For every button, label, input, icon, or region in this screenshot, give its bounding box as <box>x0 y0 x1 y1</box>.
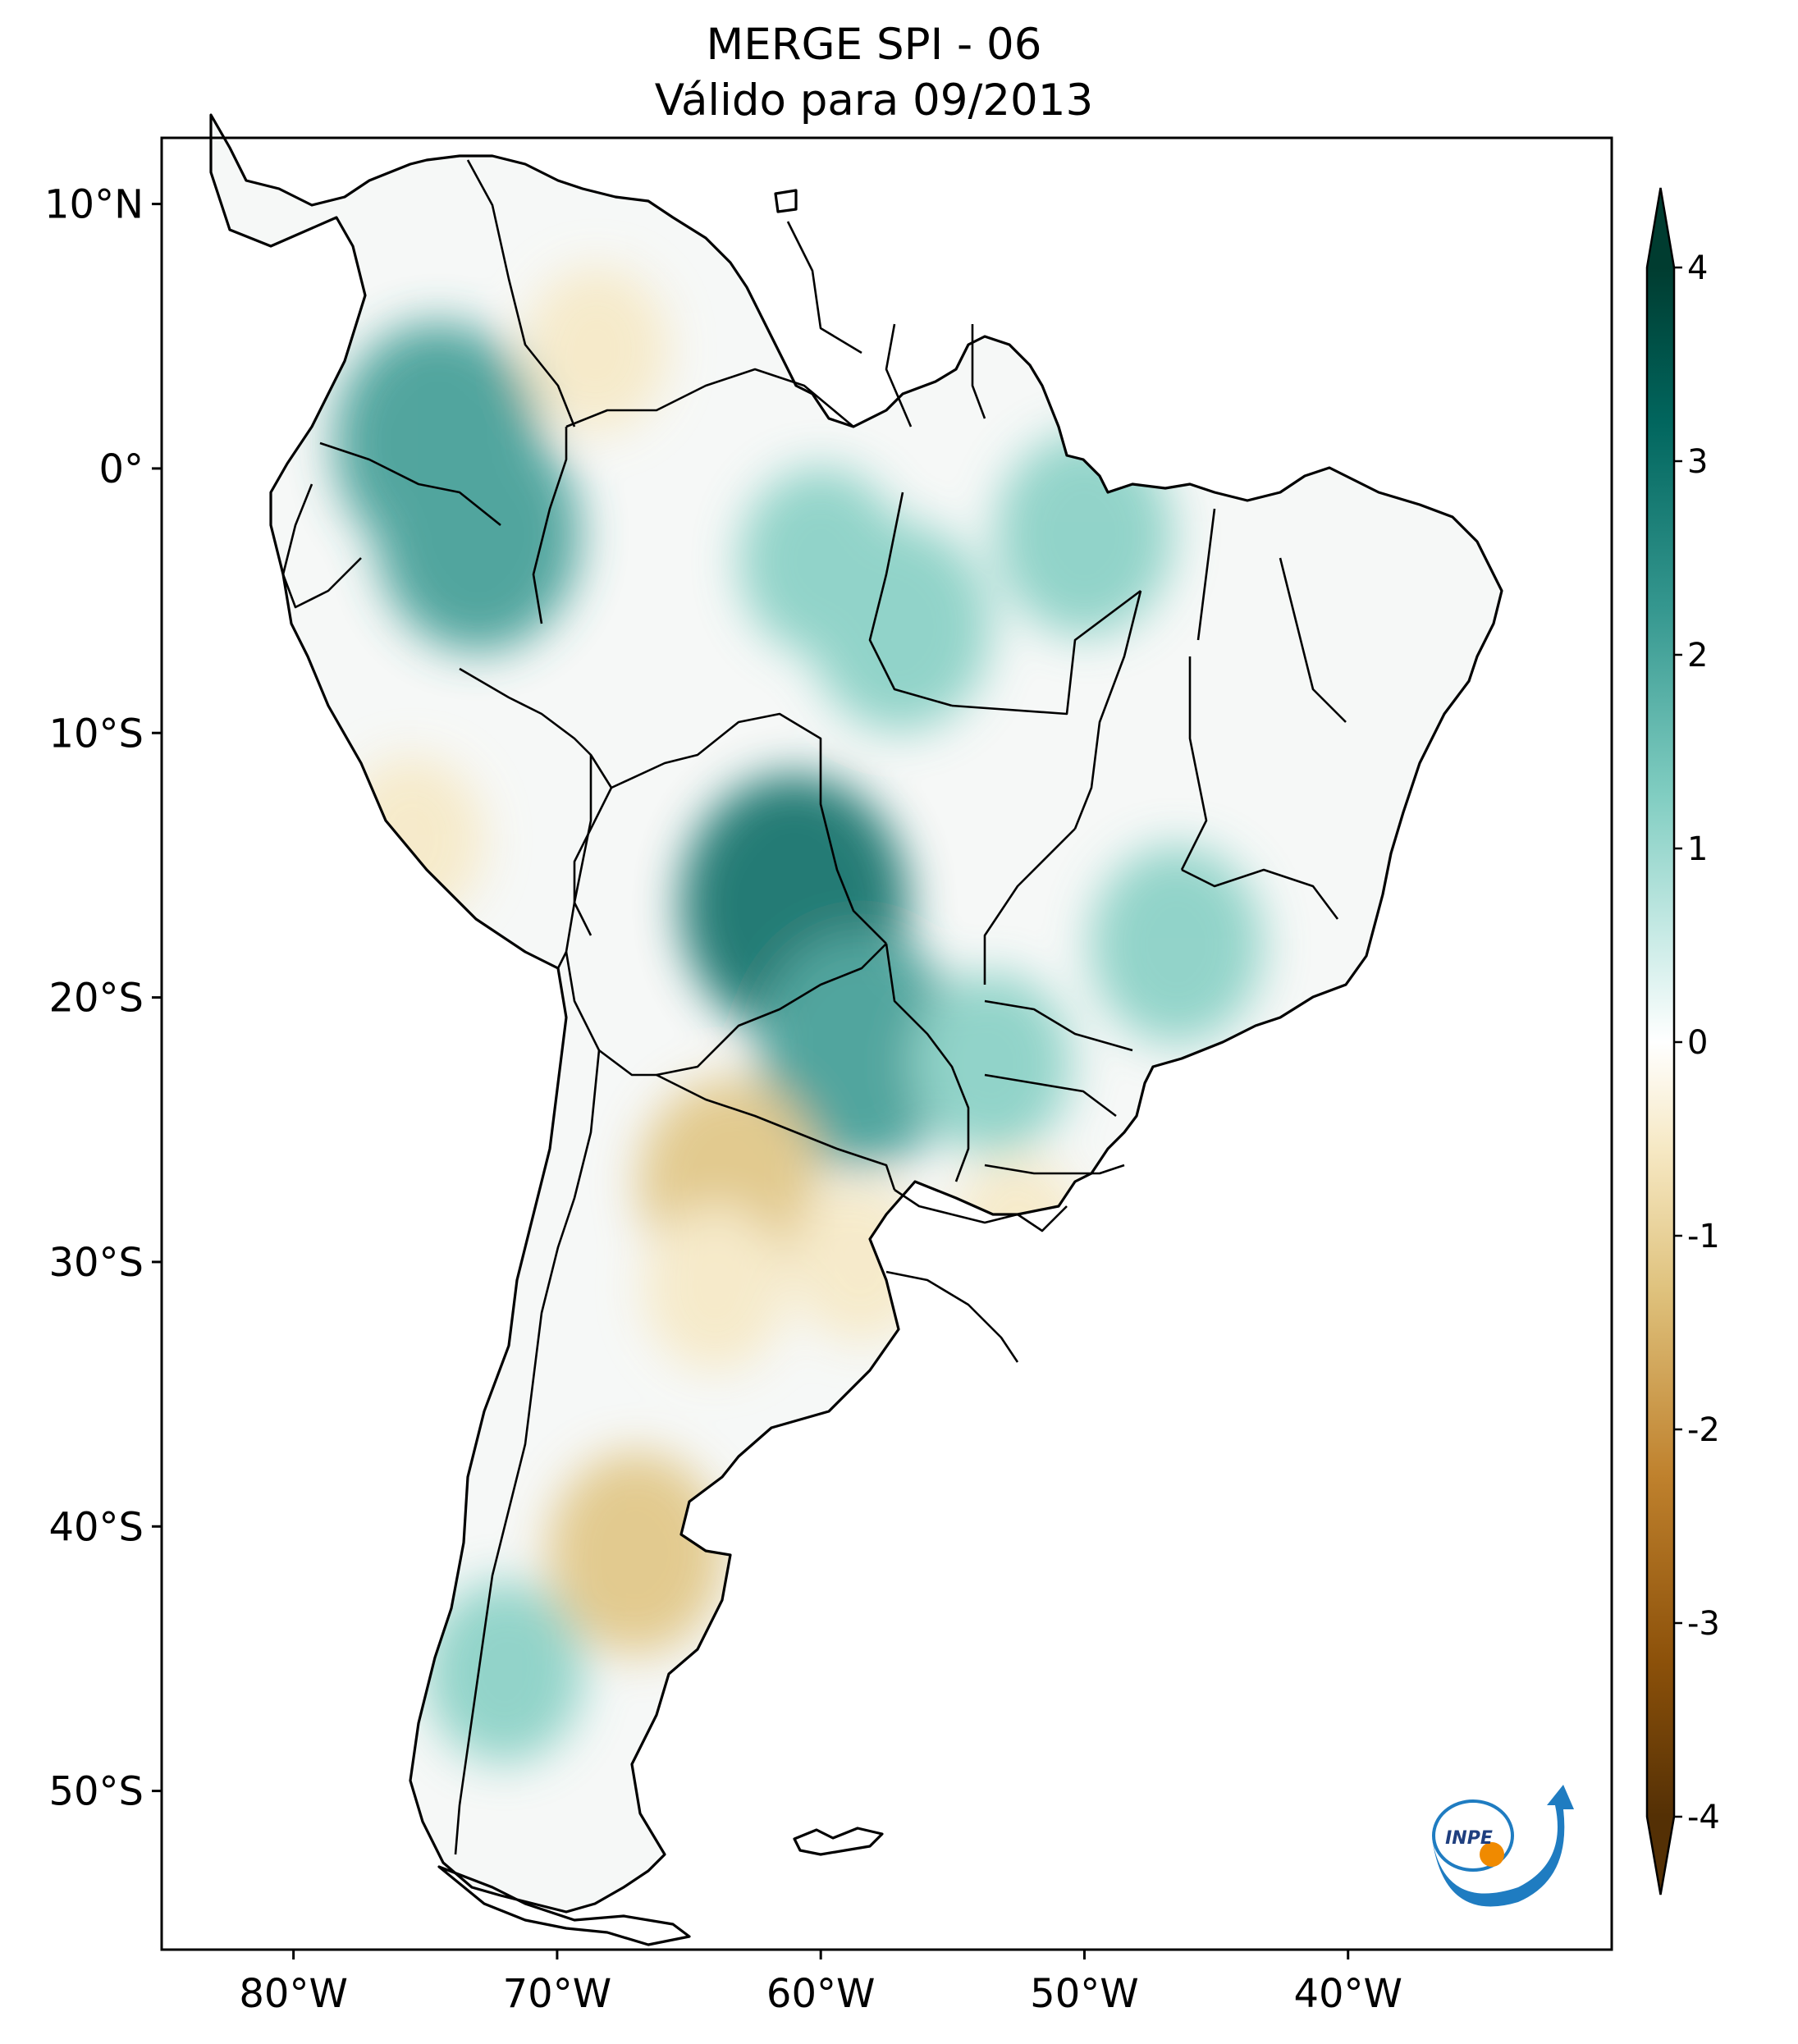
border-br-sao-paulo <box>984 999 1133 1052</box>
map-area: INPE <box>160 113 1613 1951</box>
border-br-minas <box>1181 868 1339 920</box>
border-paraguay-brazil <box>885 943 970 1182</box>
border-chile-argentina <box>454 1049 601 1855</box>
border-peru-bolivia <box>556 755 592 969</box>
spi-anomaly-blob <box>524 266 670 433</box>
inpe-logo-swoosh <box>1432 1799 1514 1872</box>
border-colombia-ecuador <box>319 441 501 527</box>
border-br-santa-catarina <box>984 1164 1125 1175</box>
border-br-amazonas-para <box>868 492 953 707</box>
inpe-logo-text: INPE <box>1445 1828 1493 1849</box>
colorbar-tick-label: 1 <box>1687 830 1708 868</box>
border-bolivia-paraguay <box>656 943 887 1077</box>
colorbar-tick-label: 4 <box>1687 249 1708 287</box>
map-title-line2: Válido para 09/2013 <box>655 75 1093 126</box>
spi-anomaly-blob <box>1091 845 1263 1044</box>
inpe-logo: INPE <box>1432 1785 1574 1907</box>
y-tick-label: 0° <box>98 446 144 492</box>
x-tick-label: 40°W <box>1293 1971 1402 2017</box>
colorbar-tick-label: 2 <box>1687 637 1708 674</box>
map-frame <box>160 136 1613 1951</box>
border-br-northeast-1 <box>1279 557 1347 723</box>
border-br-northeast-2 <box>1196 508 1216 641</box>
border-guyana-suriname <box>885 323 913 428</box>
border-br-goias <box>983 828 1076 985</box>
y-tick-label: 40°S <box>48 1504 144 1550</box>
colorbar-tick-label: 0 <box>1687 1024 1708 1062</box>
spi-anomaly-blob <box>376 417 580 652</box>
y-tick-label: 10°S <box>48 711 144 757</box>
colorbar-extend-bottom <box>1647 1817 1674 1895</box>
y-tick-label: 30°S <box>48 1240 144 1286</box>
country-borders <box>281 159 1347 1855</box>
x-tick-label: 80°W <box>239 1971 348 2017</box>
inpe-logo-arrow-icon <box>1432 1785 1574 1907</box>
x-tick-label: 70°W <box>503 1971 612 2017</box>
border-bolivia-brazil <box>611 712 887 944</box>
inpe-logo-dot <box>1480 1842 1504 1867</box>
tierra-del-fuego <box>437 1865 691 1946</box>
y-tick-label: 50°S <box>48 1769 144 1815</box>
spi-anomaly-layer <box>334 266 1263 1763</box>
spi-anomaly-blob <box>739 467 903 655</box>
colorbar-tick-label: -1 <box>1687 1218 1720 1255</box>
y-axis: 10°N 0° 10°S 20°S 30°S 40°S 50°S <box>44 182 162 1815</box>
colorbar-tick-label: -3 <box>1687 1605 1720 1643</box>
border-ecuador-peru <box>281 483 362 609</box>
y-tick-label: 20°S <box>48 976 144 1022</box>
x-tick-label: 60°W <box>766 1971 876 2017</box>
border-suriname-guiana <box>971 324 986 419</box>
spi-anomaly-blob <box>547 1451 725 1655</box>
colorbar-tick-label: 3 <box>1687 443 1708 481</box>
y-tick-label: 10°N <box>44 182 144 228</box>
spi-anomaly-blob <box>425 1580 584 1763</box>
map-title-line1: MERGE SPI - 06 <box>707 20 1042 70</box>
x-axis: 80°W 70°W 60°W 50°W 40°W <box>239 1950 1402 2017</box>
colorbar-tick-label: -4 <box>1687 1799 1720 1836</box>
colorbar-tick-label: -2 <box>1687 1411 1720 1449</box>
colorbar: 4 3 2 1 0 -1 -2 -3 -4 <box>1645 187 1720 1895</box>
border-colombia-venezuela <box>466 159 576 428</box>
border-paraguay-argentina <box>656 1073 896 1191</box>
spi-anomaly-blob <box>913 972 1072 1155</box>
x-tick-label: 50°W <box>1030 1971 1139 2017</box>
border-colombia-brazil-peru <box>532 427 568 624</box>
border-br-tocantins <box>1073 590 1142 830</box>
caribbean-coast-islet <box>774 189 798 213</box>
colorbar-ticks: 4 3 2 1 0 -1 -2 -3 -4 <box>1674 249 1720 1836</box>
border-br-parana <box>984 1073 1117 1118</box>
border-brazil-north <box>565 368 854 428</box>
border-argentina-uruguay-brazil <box>894 1188 1068 1232</box>
spi-anomaly-blob <box>643 1205 788 1372</box>
border-br-bahia <box>1180 656 1208 871</box>
border-uruguay-brazil <box>885 1270 1019 1363</box>
falkland-islands <box>793 1827 884 1856</box>
border-br-para-mato-grosso <box>951 589 1141 716</box>
border-venezuela-guyana <box>786 221 862 354</box>
colorbar-gradient <box>1647 268 1674 1817</box>
colorbar-extend-top <box>1647 188 1674 268</box>
